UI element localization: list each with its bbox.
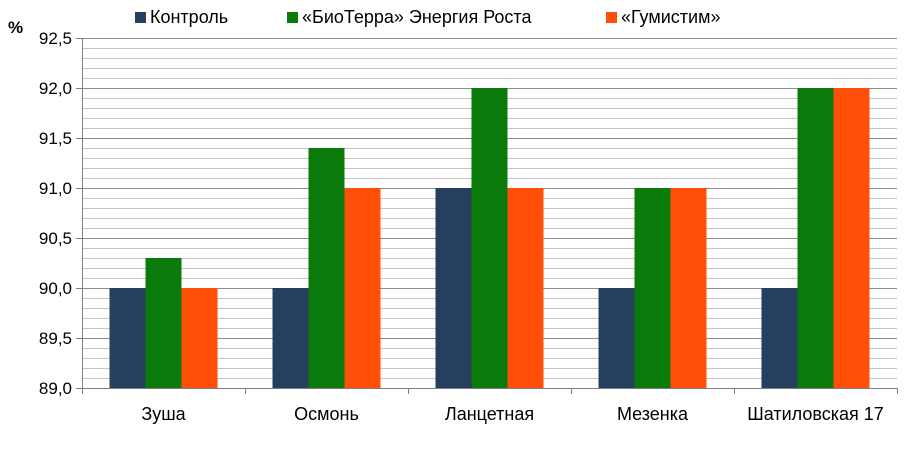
legend-swatch	[287, 12, 298, 23]
x-category-label: Осмонь	[294, 404, 359, 424]
x-category-label: Шатиловская 17	[747, 404, 884, 424]
legend-label: «Гумистим»	[621, 7, 720, 27]
y-tick-label: 92,0	[39, 79, 72, 98]
bars	[109, 88, 870, 388]
y-tick-label: 91,0	[39, 179, 72, 198]
x-category-label: Ланцетная	[445, 404, 534, 424]
y-tick-labels: 89,0 89,5 90,0 90,5 91,0 91,5 92,0 92,5	[39, 29, 72, 398]
y-tick-label: 90,5	[39, 229, 72, 248]
x-category-label: Мезенка	[617, 404, 689, 424]
legend-swatch	[606, 12, 617, 23]
legend-label: «БиоТерра» Энергия Роста	[302, 7, 532, 27]
legend: Контроль «БиоТерра» Энергия Роста «Гумисти…	[135, 7, 720, 27]
legend-label: Контроль	[150, 7, 228, 27]
bar-2-4	[634, 188, 671, 388]
y-tick-label: 92,5	[39, 29, 72, 48]
bar-3-1	[181, 288, 218, 388]
bar-3-3	[507, 188, 544, 388]
bar-1-2	[272, 288, 309, 388]
bar-3-2	[344, 188, 381, 388]
bar-2-3	[471, 88, 508, 388]
bar-2-2	[308, 148, 345, 388]
x-category-labels: Зуша Осмонь Ланцетная Мезенка Шатиловская 17	[141, 404, 883, 424]
y-tick-label: 89,0	[39, 379, 72, 398]
axes	[76, 38, 898, 394]
bar-1-3	[435, 188, 472, 388]
bar-2-1	[145, 258, 182, 388]
legend-swatch	[135, 12, 146, 23]
bar-1-5	[761, 288, 798, 388]
x-category-label: Зуша	[141, 404, 186, 424]
y-tick-label: 90,0	[39, 279, 72, 298]
bar-1-4	[598, 288, 635, 388]
y-tick-label: 91,5	[39, 129, 72, 148]
y-axis-unit-label: %	[8, 18, 23, 37]
bar-3-5	[833, 88, 870, 388]
bar-2-5	[797, 88, 834, 388]
y-tick-label: 89,5	[39, 329, 72, 348]
bar-1-1	[109, 288, 146, 388]
bar-3-4	[670, 188, 707, 388]
